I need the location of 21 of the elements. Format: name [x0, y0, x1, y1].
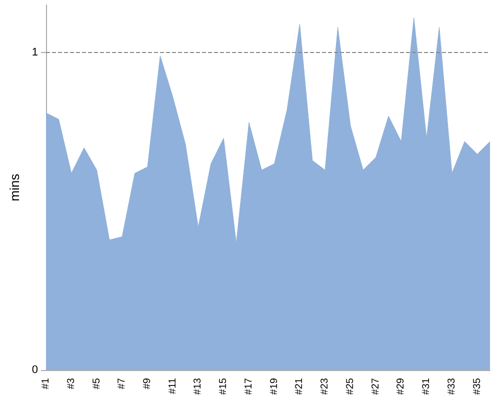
- y-tick-label: 1: [32, 46, 38, 59]
- x-tick-label: #19: [268, 378, 280, 395]
- x-tick-label: #21: [294, 378, 306, 395]
- x-tick-label: #3: [66, 378, 77, 390]
- x-tick-label: #23: [320, 378, 331, 395]
- x-tick-label: #27: [370, 378, 382, 395]
- x-tick-label: #9: [142, 378, 153, 390]
- y-axis-title: mins: [7, 173, 22, 202]
- x-tick-label: #17: [243, 378, 254, 395]
- x-tick-label: #25: [344, 378, 356, 395]
- x-tick-label: #35: [472, 378, 483, 395]
- x-tick-label: #13: [192, 378, 204, 395]
- x-tick-label: #29: [396, 378, 407, 395]
- x-tick-label: #5: [91, 378, 102, 390]
- y-tick-label: 0: [32, 364, 38, 376]
- x-tick-label: #15: [218, 378, 230, 395]
- x-tick-label: #11: [167, 378, 178, 394]
- x-tick-label: #1: [40, 378, 52, 390]
- x-tick-label: #7: [116, 378, 128, 390]
- x-tick-label: #31: [421, 378, 432, 395]
- x-tick-label: #33: [446, 378, 458, 395]
